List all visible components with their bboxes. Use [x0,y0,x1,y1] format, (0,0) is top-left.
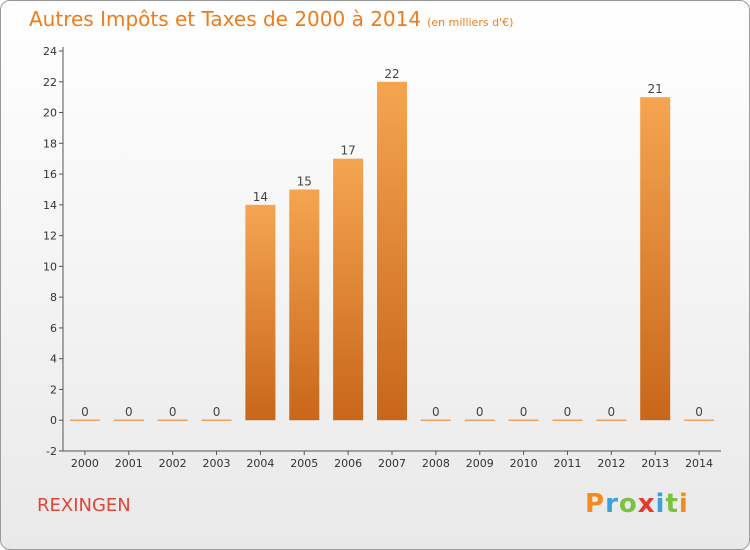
value-label: 15 [297,174,312,188]
y-tick-label: 4 [50,353,57,366]
chart-title: Autres Impôts et Taxes de 2000 à 2014 (en… [29,7,513,31]
x-tick-label: 2013 [641,457,669,470]
y-tick-label: 20 [43,107,57,120]
x-tick-label: 2014 [685,457,713,470]
value-label: 0 [169,405,177,419]
y-tick-label: 12 [43,230,57,243]
logo-letter: t [665,489,679,519]
y-tick-label: 22 [43,76,57,89]
y-tick-label: 8 [50,291,57,304]
logo-letter: o [618,489,638,519]
y-tick-label: 0 [50,414,57,427]
x-tick-label: 2001 [115,457,143,470]
title-unit: (en milliers d'€) [427,16,514,29]
bar [377,81,407,421]
x-tick-label: 2000 [71,457,99,470]
logo-letter: i [655,489,666,519]
bar [245,204,276,421]
value-label: 14 [253,190,268,204]
bar [333,158,364,421]
y-tick-label: 2 [50,383,57,396]
x-tick-label: 2012 [597,457,625,470]
x-tick-label: 2009 [466,457,494,470]
proxiti-logo: Proxiti [585,489,689,519]
bar [640,97,671,421]
y-tick-label: 24 [43,45,57,58]
logo-letter: i [678,489,689,519]
x-tick-label: 2006 [334,457,362,470]
value-label: 0 [608,405,616,419]
title-text: Autres Impôts et Taxes de 2000 à 2014 [29,7,422,31]
x-tick-label: 2004 [246,457,274,470]
bar [289,189,320,421]
x-tick-label: 2007 [378,457,406,470]
commune-name: REXINGEN [37,495,131,516]
value-label: 0 [564,405,572,419]
logo-letter: x [637,489,656,519]
value-label: 0 [476,405,484,419]
value-label: 21 [648,82,663,96]
x-tick-label: 2005 [290,457,318,470]
value-label: 0 [520,405,528,419]
logo-letter: r [605,489,619,519]
x-tick-label: 2010 [510,457,538,470]
y-tick-label: 14 [43,199,57,212]
y-tick-label: 16 [43,168,57,181]
x-tick-label: 2008 [422,457,450,470]
value-label: 0 [125,405,133,419]
value-label: 0 [695,405,703,419]
y-tick-label: -2 [46,445,57,458]
value-label: 0 [81,405,89,419]
y-tick-label: 18 [43,137,57,150]
y-tick-label: 10 [43,260,57,273]
logo-letter: P [585,489,606,519]
value-label: 22 [384,67,399,81]
value-label: 17 [340,144,355,158]
x-tick-label: 2002 [159,457,187,470]
value-label: 0 [432,405,440,419]
x-tick-label: 2011 [553,457,581,470]
y-tick-label: 6 [50,322,57,335]
x-tick-label: 2003 [203,457,231,470]
value-label: 0 [213,405,221,419]
